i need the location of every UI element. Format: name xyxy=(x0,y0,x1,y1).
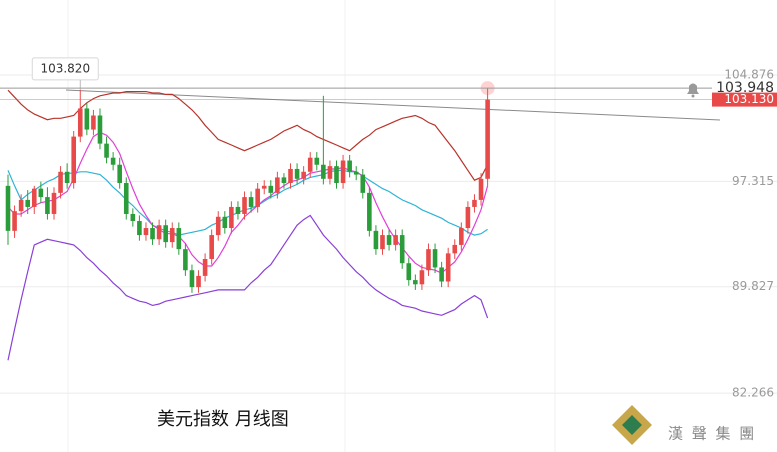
candle-body xyxy=(104,143,109,158)
candle-body xyxy=(334,166,339,184)
candle-body xyxy=(452,244,458,254)
high-label-box xyxy=(31,57,99,81)
watermark: 漢 聲 集 團 xyxy=(668,425,756,443)
candle-body xyxy=(426,249,431,271)
candle-body xyxy=(380,235,385,250)
candle-body xyxy=(235,206,241,214)
candle-body xyxy=(97,115,103,144)
candle-body xyxy=(183,249,188,271)
candle-body xyxy=(91,115,96,130)
plot xyxy=(5,88,490,361)
indicator-line xyxy=(7,131,489,274)
candle-body xyxy=(156,225,162,240)
candle-body xyxy=(373,230,379,250)
candle-body xyxy=(202,258,208,276)
candle-body xyxy=(413,280,418,285)
candle-body xyxy=(268,185,274,193)
candle-body xyxy=(242,197,247,214)
alert-box xyxy=(712,79,777,98)
candle-body xyxy=(275,177,280,193)
candle-body xyxy=(163,225,168,243)
candle-body xyxy=(58,171,63,193)
candle-body xyxy=(196,275,201,288)
candle-body xyxy=(5,185,11,231)
logo: 漢 聲 集 團 xyxy=(612,405,756,445)
candle-body xyxy=(340,160,346,184)
y-tick-label: 82.266 xyxy=(732,386,774,400)
candle-body xyxy=(386,235,392,245)
candle-body xyxy=(347,160,352,172)
candle-body xyxy=(307,157,313,172)
candle-body xyxy=(478,178,484,200)
candle-body xyxy=(64,171,70,184)
candle-body xyxy=(143,228,149,236)
candle-body xyxy=(84,108,90,130)
candle-body xyxy=(353,171,359,175)
candle-body xyxy=(465,206,471,229)
candle-body xyxy=(327,166,333,179)
candle-body xyxy=(255,188,260,207)
candle-body xyxy=(222,216,228,229)
candle-body xyxy=(439,267,444,282)
candle-body xyxy=(248,197,254,207)
candle-body xyxy=(77,108,83,137)
candle-body xyxy=(169,228,175,243)
candle-body xyxy=(360,174,366,193)
candle-body xyxy=(38,188,44,198)
candle-body xyxy=(71,136,76,184)
trend-line xyxy=(65,89,721,121)
candle-body xyxy=(215,216,221,236)
candle-body xyxy=(229,206,234,229)
candle-body xyxy=(485,99,490,179)
candle-body xyxy=(472,199,477,207)
indicator-line xyxy=(7,89,489,181)
bell xyxy=(687,83,699,94)
indicator-line xyxy=(7,169,488,236)
last-price-box xyxy=(712,92,777,107)
candle-body xyxy=(18,199,24,212)
candle-body xyxy=(123,183,129,214)
indicator-line xyxy=(7,214,489,361)
y-tick-label: 104.876 xyxy=(724,68,774,82)
bell xyxy=(691,94,695,98)
candle-body xyxy=(406,263,412,281)
candle-body xyxy=(321,164,326,179)
candle-body xyxy=(130,213,136,222)
candle-body xyxy=(189,270,195,288)
alert-label: 103.948 xyxy=(716,80,774,96)
y-tick-label: 89.827 xyxy=(732,279,774,293)
candle-body xyxy=(459,228,464,245)
candle-body xyxy=(445,253,451,282)
candle-body xyxy=(261,185,267,189)
candle-body xyxy=(367,192,372,231)
candle-body xyxy=(51,192,57,214)
candle-body xyxy=(419,270,425,285)
high-label: 103.820 xyxy=(40,61,90,75)
y-tick-label: 97.315 xyxy=(732,174,774,188)
candle-body xyxy=(45,197,50,214)
candle-body xyxy=(294,168,300,179)
candle-body xyxy=(137,221,142,236)
candle-body xyxy=(393,235,398,245)
bell-icon xyxy=(687,83,699,98)
candle-body xyxy=(31,188,37,207)
candle-body xyxy=(176,228,182,250)
logo-mark xyxy=(622,415,642,435)
candle-body xyxy=(314,157,320,165)
candle-body xyxy=(209,235,214,259)
candle-body xyxy=(301,171,306,179)
candle-body xyxy=(110,157,116,165)
candle-body xyxy=(150,228,155,240)
last-price-label: 103.130 xyxy=(724,92,774,106)
caption: 美元指数 月线图 xyxy=(157,409,289,430)
candle-body xyxy=(117,164,122,184)
candle-body xyxy=(12,211,17,231)
candle-body xyxy=(399,235,405,264)
candle-body xyxy=(432,249,438,268)
candle-body xyxy=(281,177,287,184)
candle-body xyxy=(288,168,293,184)
candle-body xyxy=(25,199,31,207)
